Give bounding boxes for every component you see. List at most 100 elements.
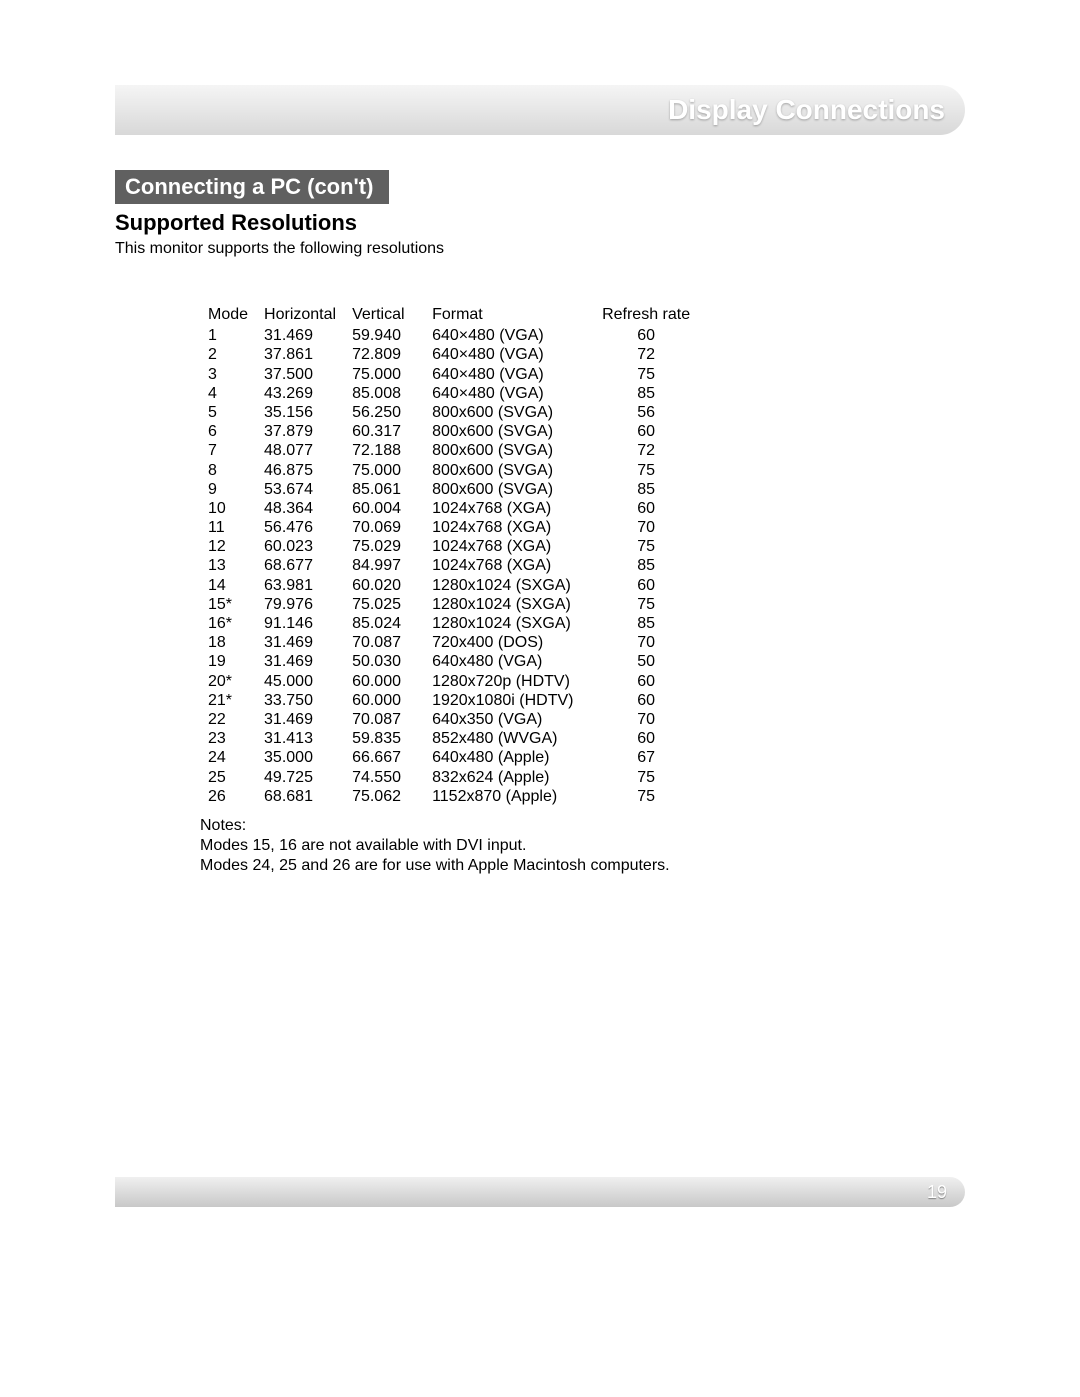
table-cell: 720x400 (DOS) [424,633,594,652]
table-cell: 75 [594,365,698,384]
table-row: 337.50075.000640×480 (VGA)75 [200,365,698,384]
table-cell: 31.469 [256,652,344,671]
footer-bar: 19 [115,1177,965,1207]
col-mode: Mode [200,305,256,326]
table-cell: 31.469 [256,710,344,729]
table-cell: 19 [200,652,256,671]
table-cell: 13 [200,556,256,575]
table-cell: 75 [594,768,698,787]
table-cell: 48.364 [256,499,344,518]
table-cell: 45.000 [256,672,344,691]
table-cell: 70.069 [344,518,424,537]
table-cell: 70.087 [344,633,424,652]
table-cell: 22 [200,710,256,729]
table-cell: 60 [594,422,698,441]
table-row: 2435.00066.667640x480 (Apple)67 [200,748,698,767]
table-cell: 31.413 [256,729,344,748]
page-number: 19 [927,1182,947,1203]
col-refresh: Refresh rate [594,305,698,326]
table-cell: 1280x1024 (SXGA) [424,595,594,614]
table-cell: 800x600 (SVGA) [424,461,594,480]
table-cell: 60.023 [256,537,344,556]
table-cell: 84.997 [344,556,424,575]
table-cell: 50.030 [344,652,424,671]
table-row: 2331.41359.835852x480 (WVGA)60 [200,729,698,748]
table-cell: 60 [594,691,698,710]
table-cell: 12 [200,537,256,556]
table-cell: 1280x720p (HDTV) [424,672,594,691]
table-header-row: Mode Horizontal Vertical Format Refresh … [200,305,698,326]
table-row: 2668.68175.0621152x870 (Apple)75 [200,787,698,806]
table-cell: 60.020 [344,576,424,595]
table-cell: 4 [200,384,256,403]
table-cell: 66.667 [344,748,424,767]
table-cell: 85 [594,556,698,575]
table-cell: 33.750 [256,691,344,710]
table-cell: 85.024 [344,614,424,633]
table-cell: 72 [594,345,698,364]
table-cell: 67 [594,748,698,767]
table-cell: 60.317 [344,422,424,441]
table-cell: 5 [200,403,256,422]
table-row: 535.15656.250800x600 (SVGA)56 [200,403,698,422]
table-cell: 56.250 [344,403,424,422]
table-cell: 25 [200,768,256,787]
table-cell: 640x480 (VGA) [424,652,594,671]
table-row: 1463.98160.0201280x1024 (SXGA)60 [200,576,698,595]
table-cell: 1280x1024 (SXGA) [424,576,594,595]
table-cell: 1280x1024 (SXGA) [424,614,594,633]
table-row: 131.46959.940640×480 (VGA)60 [200,326,698,345]
table-cell: 46.875 [256,461,344,480]
table-cell: 1 [200,326,256,345]
table-cell: 832x624 (Apple) [424,768,594,787]
table-cell: 640×480 (VGA) [424,365,594,384]
table-row: 846.87575.000800x600 (SVGA)75 [200,461,698,480]
table-row: 953.67485.061800x600 (SVGA)85 [200,480,698,499]
table-cell: 640×480 (VGA) [424,345,594,364]
table-cell: 1024x768 (XGA) [424,537,594,556]
notes-line: Modes 15, 16 are not available with DVI … [200,836,670,856]
table-cell: 75 [594,595,698,614]
table-row: 1368.67784.9971024x768 (XGA)85 [200,556,698,575]
table-cell: 37.861 [256,345,344,364]
table-cell: 1024x768 (XGA) [424,499,594,518]
table-cell: 37.879 [256,422,344,441]
table-cell: 9 [200,480,256,499]
table-cell: 14 [200,576,256,595]
table-cell: 60 [594,576,698,595]
table-cell: 70 [594,633,698,652]
table-cell: 60.004 [344,499,424,518]
table-cell: 15* [200,595,256,614]
table-cell: 1024x768 (XGA) [424,556,594,575]
table-cell: 75.000 [344,365,424,384]
table-cell: 640×480 (VGA) [424,384,594,403]
table-cell: 1152x870 (Apple) [424,787,594,806]
table-cell: 60 [594,672,698,691]
table-cell: 85 [594,384,698,403]
table-row: 21*33.75060.0001920x1080i (HDTV)60 [200,691,698,710]
table-cell: 56 [594,403,698,422]
table-cell: 79.976 [256,595,344,614]
notes-line: Modes 24, 25 and 26 are for use with App… [200,856,670,876]
table-cell: 21* [200,691,256,710]
table-cell: 8 [200,461,256,480]
table-cell: 800x600 (SVGA) [424,403,594,422]
table-cell: 70 [594,710,698,729]
table-cell: 20* [200,672,256,691]
table-cell: 43.269 [256,384,344,403]
table-cell: 68.681 [256,787,344,806]
table-cell: 6 [200,422,256,441]
table-cell: 1024x768 (XGA) [424,518,594,537]
table-cell: 640x350 (VGA) [424,710,594,729]
table-cell: 85.061 [344,480,424,499]
table-cell: 68.677 [256,556,344,575]
table-cell: 49.725 [256,768,344,787]
col-format: Format [424,305,594,326]
table-cell: 75 [594,787,698,806]
notes-block: Notes: Modes 15, 16 are not available wi… [200,816,670,876]
table-cell: 53.674 [256,480,344,499]
table-cell: 48.077 [256,441,344,460]
table-cell: 85 [594,480,698,499]
table-row: 16*91.14685.0241280x1024 (SXGA)85 [200,614,698,633]
table-row: 237.86172.809640×480 (VGA)72 [200,345,698,364]
